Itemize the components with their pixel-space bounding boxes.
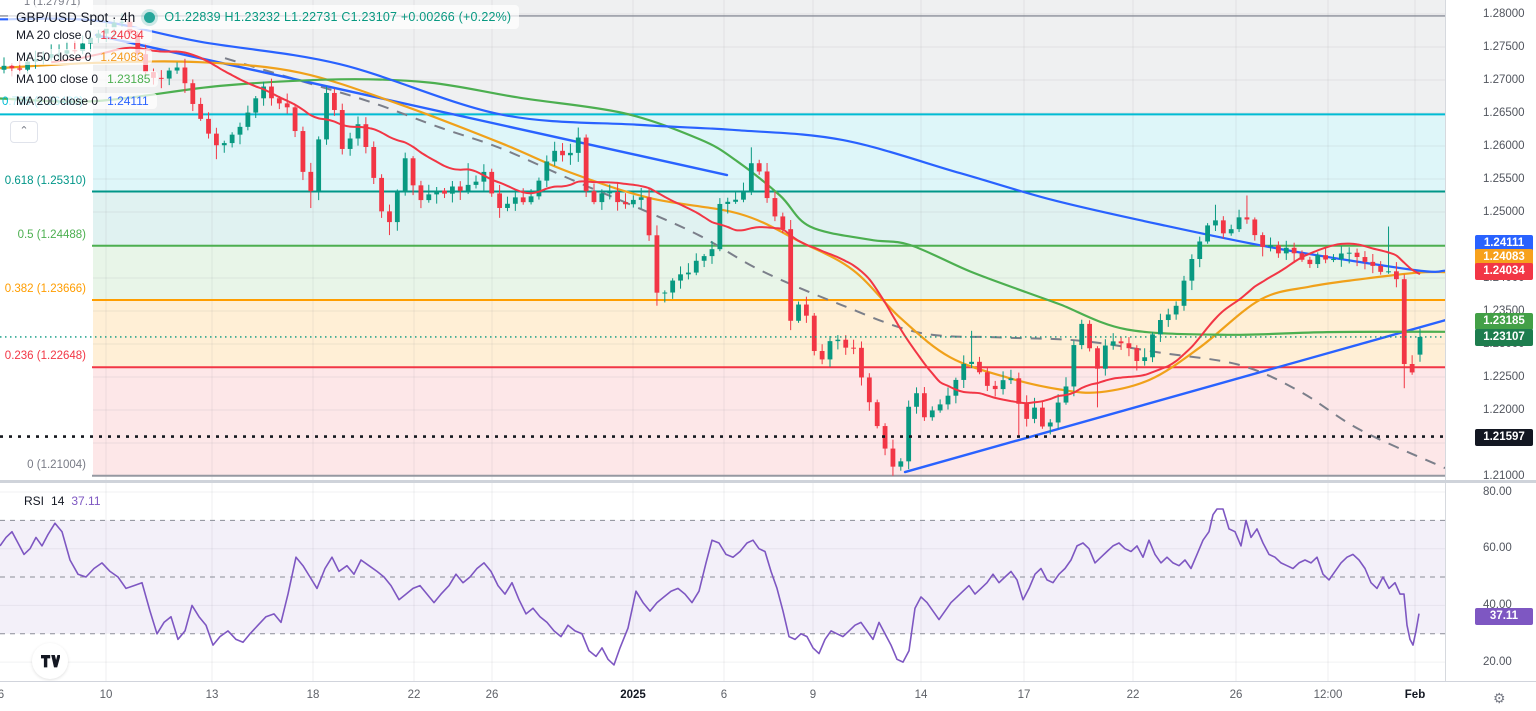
price-tick-label: 1.22000 bbox=[1483, 403, 1525, 416]
ma20-value: 1.24034 bbox=[100, 28, 144, 42]
chevron-up-icon: ⌃ bbox=[19, 125, 29, 137]
panel-separator[interactable] bbox=[0, 480, 1536, 483]
fib-level-label: 0.236 (1.22648) bbox=[4, 350, 86, 363]
tradingview-logo[interactable] bbox=[32, 643, 68, 679]
axis-price-badge: 1.24034 bbox=[1475, 262, 1533, 280]
time-tick-label: 17 bbox=[1017, 689, 1031, 701]
time-tick-label: 6 bbox=[0, 689, 5, 701]
time-tick-label: 12:00 bbox=[1313, 689, 1343, 701]
ma100-label: MA 100 close 0 bbox=[16, 72, 99, 86]
price-tick-label: 1.21000 bbox=[1483, 469, 1525, 482]
price-tick-label: 1.26000 bbox=[1483, 139, 1525, 152]
price-tick-label: 1.22500 bbox=[1483, 370, 1525, 383]
fib-level-label: 0.382 (1.23666) bbox=[4, 283, 86, 296]
ma200-label: MA 200 close 0 bbox=[16, 94, 99, 108]
ma100-value: 1.23185 bbox=[107, 72, 151, 86]
ohlc-summary: O1.22839 H1.23232 L1.22731 C1.23107 +0.0… bbox=[164, 10, 512, 24]
rsi-legend-row[interactable]: RSI 14 37.11 bbox=[24, 494, 101, 508]
rsi-indicator-label: RSI bbox=[24, 494, 45, 508]
price-axis[interactable]: 1.28000 1.27500 1.27000 1.26500 1.26000 1.255… bbox=[1445, 0, 1536, 681]
fib-1-label: 1 (1.27971) bbox=[24, 0, 81, 8]
price-tick-label: 1.27500 bbox=[1483, 40, 1525, 53]
price-tick-label: 1.26500 bbox=[1483, 106, 1525, 119]
ma50-label: MA 50 close 0 bbox=[16, 50, 92, 64]
ma50-value: 1.24083 bbox=[100, 50, 144, 64]
axis-price-badge: 1.24111 bbox=[1475, 234, 1533, 252]
axis-price-badge: 37.11 bbox=[1475, 607, 1533, 625]
time-tick-label: 9 bbox=[809, 689, 817, 701]
collapse-panel-button[interactable]: ⌃ bbox=[10, 121, 38, 143]
time-tick-label: 18 bbox=[306, 689, 320, 701]
rsi-value: 37.11 bbox=[71, 494, 101, 508]
time-tick-label: 22 bbox=[1126, 689, 1140, 701]
fib-level-label: 0.618 (1.25310) bbox=[4, 174, 86, 187]
time-tick-label: 14 bbox=[914, 689, 928, 701]
rsi-tick-label: 20.00 bbox=[1483, 655, 1512, 668]
legend-row-ma20[interactable]: MA 20 close 0 1.24034 bbox=[8, 27, 152, 43]
time-axis-separator bbox=[0, 681, 1536, 682]
fib-level-label: 0.5 (1.24488) bbox=[17, 228, 86, 241]
axis-price-badge: 1.24083 bbox=[1475, 248, 1533, 266]
gear-icon[interactable]: ⚙ bbox=[1493, 690, 1506, 706]
symbol-legend-row[interactable]: GBP/USD Spot · 4h O1.22839 H1.23232 L1.2… bbox=[8, 5, 520, 29]
time-tick-label: 26 bbox=[1229, 689, 1243, 701]
time-tick-label: 13 bbox=[205, 689, 219, 701]
ma200-value: 1.24111 bbox=[107, 94, 149, 108]
rsi-period: 14 bbox=[51, 494, 65, 508]
price-tick-label: 1.27000 bbox=[1483, 73, 1525, 86]
legend-row-ma50[interactable]: MA 50 close 0 1.24083 bbox=[8, 49, 152, 65]
axis-price-badge: 1.23185 bbox=[1475, 312, 1533, 330]
axis-price-badge: 1.21597 bbox=[1475, 428, 1533, 446]
time-tick-label: 2025 bbox=[620, 689, 646, 701]
ma20-label: MA 20 close 0 bbox=[16, 28, 92, 42]
legend-row-ma200[interactable]: MA 200 close 0 1.24111 bbox=[8, 93, 157, 109]
time-tick-label: 6 bbox=[720, 689, 728, 701]
price-tick-label: 1.25000 bbox=[1483, 205, 1525, 218]
time-tick-label: 26 bbox=[485, 689, 499, 701]
tradingview-logo-icon bbox=[40, 654, 60, 667]
axis-price-badge: 1.23107 bbox=[1475, 328, 1533, 346]
price-tick-label: 1.25500 bbox=[1483, 172, 1525, 185]
fib-level-label: 0 (1.21004) bbox=[27, 458, 86, 471]
time-tick-label: Feb bbox=[1404, 689, 1426, 701]
time-axis[interactable]: 6 10 13 18 22 26 2025 6 9 14 17 22 26 12:00 Feb bbox=[0, 682, 1536, 711]
price-tick-label: 1.28000 bbox=[1483, 7, 1525, 20]
market-status-icon[interactable] bbox=[144, 11, 156, 23]
symbol-title[interactable]: GBP/USD Spot · 4h bbox=[16, 9, 136, 25]
legend-row-ma100[interactable]: MA 100 close 0 1.23185 bbox=[8, 71, 159, 87]
rsi-tick-label: 80.00 bbox=[1483, 485, 1512, 498]
time-tick-label: 22 bbox=[407, 689, 421, 701]
rsi-tick-label: 60.00 bbox=[1483, 542, 1512, 555]
time-tick-label: 10 bbox=[99, 689, 113, 701]
